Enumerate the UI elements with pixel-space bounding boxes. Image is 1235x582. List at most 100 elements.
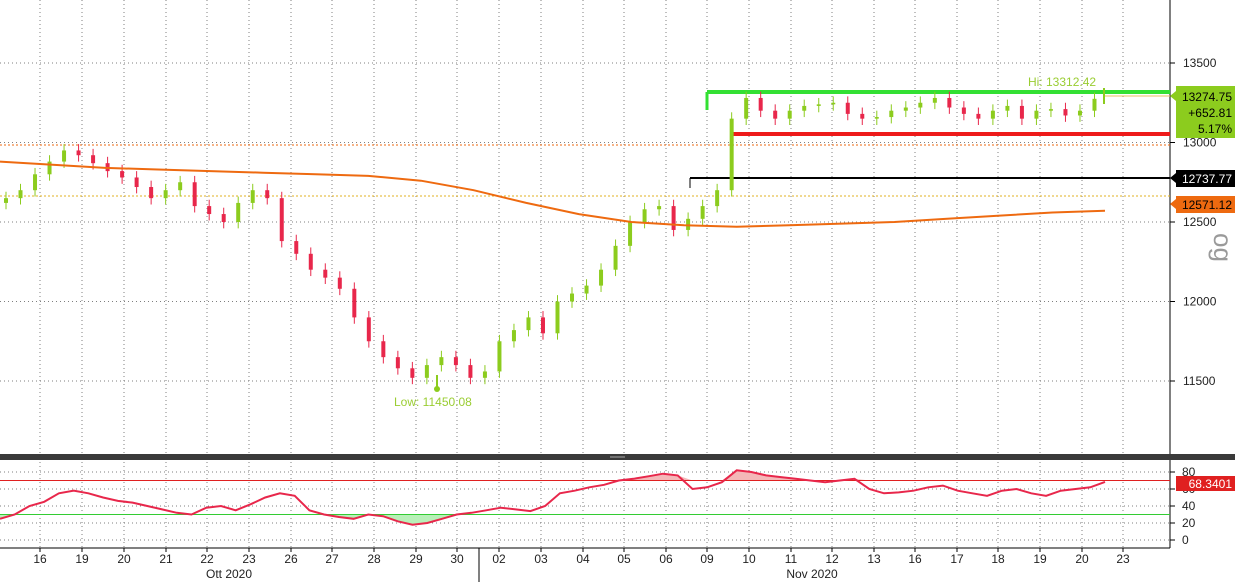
change-pct-label: 5.17% xyxy=(1198,122,1232,136)
ma-level-pointer xyxy=(1170,199,1176,209)
black-level-label: 12737.77 xyxy=(1182,172,1232,186)
candle-body xyxy=(831,102,836,105)
x-tick-label: 13 xyxy=(867,552,881,566)
candle-body xyxy=(642,209,647,222)
candle-body xyxy=(352,288,357,318)
x-tick-label: 19 xyxy=(1033,552,1047,566)
candle-body xyxy=(439,357,444,366)
month-label: Nov 2020 xyxy=(786,567,838,581)
candle-body xyxy=(18,190,23,199)
candle-body xyxy=(990,110,995,119)
x-tick-label: 09 xyxy=(700,552,714,566)
plot-background xyxy=(0,0,1170,454)
candle-body xyxy=(540,317,545,334)
candle-body xyxy=(482,371,487,378)
candle-body xyxy=(308,253,313,270)
candle-body xyxy=(758,97,763,111)
candle-body xyxy=(599,269,604,286)
panel-divider xyxy=(0,454,1235,460)
x-tick-label: 11 xyxy=(785,552,798,566)
candle-body xyxy=(628,222,633,246)
candle-body xyxy=(961,107,966,114)
candle-body xyxy=(555,301,560,334)
x-tick-label: 19 xyxy=(75,552,89,566)
last-price-label: 13274.75 xyxy=(1182,90,1232,104)
candle-body xyxy=(1034,110,1039,119)
candle-body xyxy=(149,187,154,199)
x-tick-label: 04 xyxy=(576,552,590,566)
x-tick-label: 21 xyxy=(159,552,173,566)
candle-body xyxy=(497,341,502,372)
x-tick-label: 17 xyxy=(950,552,964,566)
x-tick-label: 29 xyxy=(409,552,423,566)
price-axis: 13500 13000 12500 12000 11500 xyxy=(1170,56,1217,388)
rsi-y-tick-label: 20 xyxy=(1182,516,1196,530)
watermark-logo: og xyxy=(1208,233,1235,262)
candle-body xyxy=(178,182,183,191)
x-tick-label: 06 xyxy=(659,552,673,566)
x-tick-label: 22 xyxy=(200,552,214,566)
candle-body xyxy=(932,97,937,103)
candle-body xyxy=(62,150,67,162)
candle-body xyxy=(410,368,415,378)
candle-body xyxy=(903,107,908,111)
x-tick-label: 16 xyxy=(33,552,47,566)
candle-body xyxy=(729,118,734,191)
candle-body xyxy=(91,155,96,164)
x-tick-label: 16 xyxy=(908,552,922,566)
rsi-y-tick-label: 80 xyxy=(1182,465,1196,479)
rsi-y-tick-label: 40 xyxy=(1182,499,1196,513)
candle-body xyxy=(323,269,328,278)
candle-body xyxy=(265,190,270,199)
candle-body xyxy=(163,190,168,199)
x-tick-label: 05 xyxy=(617,552,631,566)
rsi-last-box xyxy=(1176,476,1235,491)
x-tick-label: 02 xyxy=(492,552,506,566)
x-axis-background xyxy=(0,548,1235,582)
candle-body xyxy=(744,97,749,119)
candle-body xyxy=(134,177,139,188)
candle-body xyxy=(1077,110,1082,116)
candle-body xyxy=(1063,109,1068,116)
x-tick-label: 20 xyxy=(117,552,131,566)
candle-body xyxy=(918,102,923,108)
candle-body xyxy=(192,182,197,207)
annotations: Hi: 13312.42 Low: 11450.08 13274.75 +652.81… xyxy=(394,75,1235,409)
candle-body xyxy=(860,113,865,119)
y-tick-label: 13500 xyxy=(1183,56,1217,70)
x-tick-label: 30 xyxy=(450,552,464,566)
y-tick-label: 11500 xyxy=(1183,374,1216,388)
candle-body xyxy=(773,110,778,119)
candle-body xyxy=(816,104,821,106)
low-annotation: Low: 11450.08 xyxy=(394,395,472,409)
candle-body xyxy=(947,97,952,108)
candle-body xyxy=(453,357,458,366)
change-label: +652.81 xyxy=(1188,106,1232,120)
candle-body xyxy=(250,190,255,203)
candle-body xyxy=(1092,98,1097,111)
logo-glyph: og xyxy=(1208,233,1235,262)
candle-body xyxy=(584,285,589,294)
candle-body xyxy=(120,171,125,178)
candle-body xyxy=(700,206,705,219)
candle-body xyxy=(657,206,662,210)
black-level-pointer xyxy=(1170,173,1176,183)
high-annotation: Hi: 13312.42 xyxy=(1028,75,1096,89)
ma-line xyxy=(0,160,1106,228)
candle-body xyxy=(511,330,516,342)
x-tick-label: 10 xyxy=(742,552,756,566)
x-tick-label: 28 xyxy=(367,552,381,566)
candle-body xyxy=(1019,105,1024,119)
y-tick-label: 13000 xyxy=(1183,136,1217,150)
candle-body xyxy=(395,357,400,369)
x-tick-label: 26 xyxy=(284,552,298,566)
candle-body xyxy=(33,174,38,191)
candle-body xyxy=(570,293,575,302)
candle-body xyxy=(787,110,792,119)
x-tick-label: 18 xyxy=(991,552,1005,566)
ma-level-box xyxy=(1176,196,1235,213)
candle-body xyxy=(715,190,720,207)
candle-body xyxy=(1005,105,1010,111)
candle-body xyxy=(526,317,531,331)
time-axis: 16 19 20 21 22 23 26 27 28 29 30 02 03 04 05 06 09 10 11 12… xyxy=(0,547,1235,582)
